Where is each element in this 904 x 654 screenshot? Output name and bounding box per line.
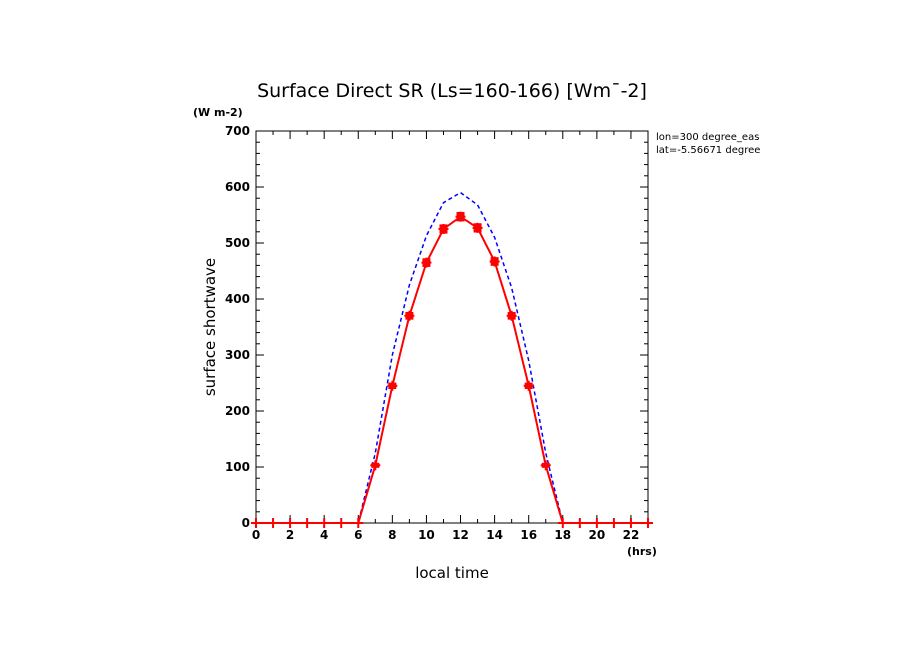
data-point — [489, 256, 500, 267]
point-error-box — [541, 462, 550, 468]
y-tick-label: 600 — [225, 180, 250, 194]
x-tick-label: 4 — [320, 528, 328, 542]
series-line-blue — [256, 191, 648, 524]
y-tick-label: 400 — [225, 292, 250, 306]
point-error-box — [405, 311, 414, 320]
y-axis-label: surface shortwave — [201, 258, 219, 396]
point-error-box — [507, 311, 516, 320]
y-axis: 0 100 200 300 400 500 600 700 — [225, 124, 648, 530]
y-tick-label: 200 — [225, 404, 250, 418]
data-point — [370, 460, 381, 471]
data-point — [540, 460, 551, 471]
data-point — [387, 380, 398, 391]
x-tick-label: 6 — [354, 528, 362, 542]
lat-annotation: lat=-5.56671 degree — [656, 145, 760, 156]
point-error-box — [490, 257, 499, 266]
point-error-box — [422, 258, 431, 267]
data-point — [608, 518, 619, 528]
point-error-box — [456, 211, 465, 222]
x-tick-label: 16 — [520, 528, 537, 542]
data-point — [285, 518, 296, 528]
data-point — [557, 518, 568, 528]
y-tick-label: 0 — [242, 516, 250, 530]
y-tick-label: 100 — [225, 460, 250, 474]
data-point — [506, 310, 517, 321]
data-point — [523, 380, 534, 391]
data-point — [591, 518, 602, 528]
data-point — [353, 518, 364, 528]
x-axis-label: local time — [415, 564, 489, 582]
point-error-box — [524, 382, 533, 390]
x-tick-label: 12 — [452, 528, 469, 542]
point-error-box — [388, 382, 397, 390]
data-point — [643, 518, 653, 528]
y-tick-label: 700 — [225, 124, 250, 138]
data-point — [319, 518, 330, 528]
point-error-box — [439, 224, 448, 234]
x-tick-label: 0 — [252, 528, 260, 542]
data-point — [455, 211, 466, 222]
x-tick-label: 2 — [286, 528, 294, 542]
series-layer — [251, 191, 653, 528]
x-tick-label: 18 — [554, 528, 571, 542]
x-tick-label: 8 — [388, 528, 396, 542]
y-tick-label: 500 — [225, 236, 250, 250]
lon-annotation: lon=300 degree_eas — [656, 132, 759, 143]
data-point — [472, 222, 483, 233]
x-tick-label: 20 — [589, 528, 606, 542]
data-point — [574, 518, 585, 528]
data-point — [336, 518, 347, 528]
chart-title: Surface Direct SR (Ls=160-166) [Wm¯-2] — [257, 80, 647, 102]
data-point — [268, 518, 279, 528]
x-tick-label: 10 — [418, 528, 435, 542]
data-point — [421, 257, 432, 268]
data-point — [251, 518, 261, 528]
x-tick-label: 22 — [623, 528, 640, 542]
point-error-box — [473, 223, 482, 233]
data-point — [438, 224, 449, 234]
y-axis-unit: (W m-2) — [193, 106, 243, 119]
x-axis-unit: (hrs) — [627, 545, 657, 558]
data-point — [302, 518, 313, 528]
series-line-red — [256, 215, 648, 524]
point-error-box — [371, 462, 380, 468]
x-tick-label: 14 — [486, 528, 503, 542]
plot-frame — [255, 130, 649, 524]
x-axis: 0 2 4 6 8 10 12 14 16 18 20 22 — [252, 131, 639, 542]
data-point — [625, 518, 636, 528]
data-point — [404, 310, 415, 321]
y-tick-label: 300 — [225, 348, 250, 362]
